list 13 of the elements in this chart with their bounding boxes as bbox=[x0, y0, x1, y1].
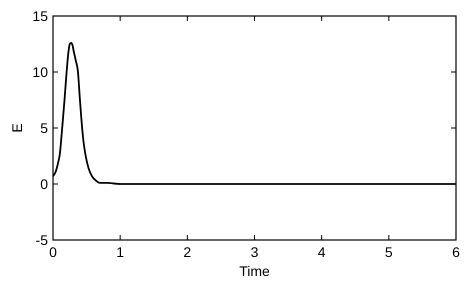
x-tick-label: 6 bbox=[452, 244, 460, 260]
y-tick-label: 0 bbox=[40, 176, 48, 192]
y-tick-label: -5 bbox=[36, 232, 48, 248]
x-axis-title: Time bbox=[239, 263, 270, 279]
y-tick-label: 5 bbox=[40, 120, 48, 136]
x-tick-label: 2 bbox=[183, 244, 192, 260]
x-tick-label: 1 bbox=[116, 244, 124, 260]
x-tick-label: 5 bbox=[384, 244, 393, 260]
y-axis-title: E bbox=[9, 123, 25, 133]
x-tick-label: 4 bbox=[318, 244, 326, 260]
y-tick-label: 15 bbox=[32, 8, 48, 24]
x-tick-label: 3 bbox=[250, 244, 259, 260]
y-tick-label: 10 bbox=[32, 64, 48, 80]
